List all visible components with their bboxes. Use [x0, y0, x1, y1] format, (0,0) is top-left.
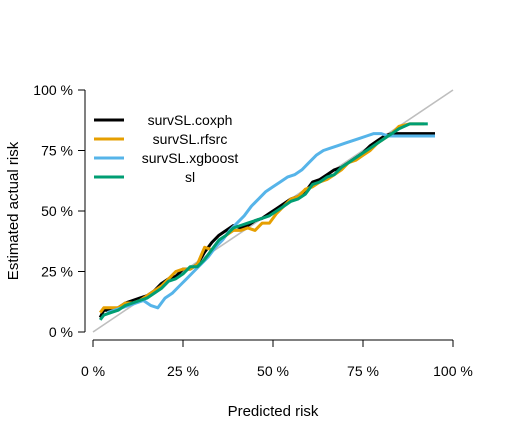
series-line-survsl-xgboost — [106, 132, 435, 315]
y-tick-label: 0 % — [49, 324, 73, 340]
series-line-sl — [99, 122, 428, 321]
legend-label: sl — [185, 169, 195, 185]
y-axis-title: Estimated actual risk — [5, 141, 22, 280]
x-tick-label: 50 % — [257, 363, 289, 379]
y-tick-label: 100 % — [33, 82, 73, 98]
x-axis-title: Predicted risk — [228, 403, 319, 420]
series-line-survsl-rfsrc — [99, 122, 425, 314]
legend: survSL.coxph survSL.rfsrc survSL.xgboost sl — [94, 112, 238, 185]
legend-label: survSL.coxph — [148, 112, 233, 128]
x-ticks: 0 % 25 % 50 % 75 % 100 % — [81, 340, 473, 379]
x-tick-label: 75 % — [347, 363, 379, 379]
y-tick-label: 25 % — [41, 264, 73, 280]
y-ticks: 0 % 25 % 50 % 75 % 100 % — [33, 82, 85, 340]
x-tick-label: 25 % — [167, 363, 199, 379]
axes-layer: 0 % 25 % 50 % 75 % 100 % 0 % 25 % 50 % 75 % 100 … — [33, 82, 473, 379]
y-tick-label: 75 % — [41, 143, 73, 159]
legend-label: survSL.rfsrc — [153, 131, 228, 147]
y-tick-label: 50 % — [41, 203, 73, 219]
legend-label: survSL.xgboost — [142, 150, 239, 166]
x-tick-label: 100 % — [433, 363, 473, 379]
x-tick-label: 0 % — [81, 363, 105, 379]
series-layer — [98, 122, 435, 321]
